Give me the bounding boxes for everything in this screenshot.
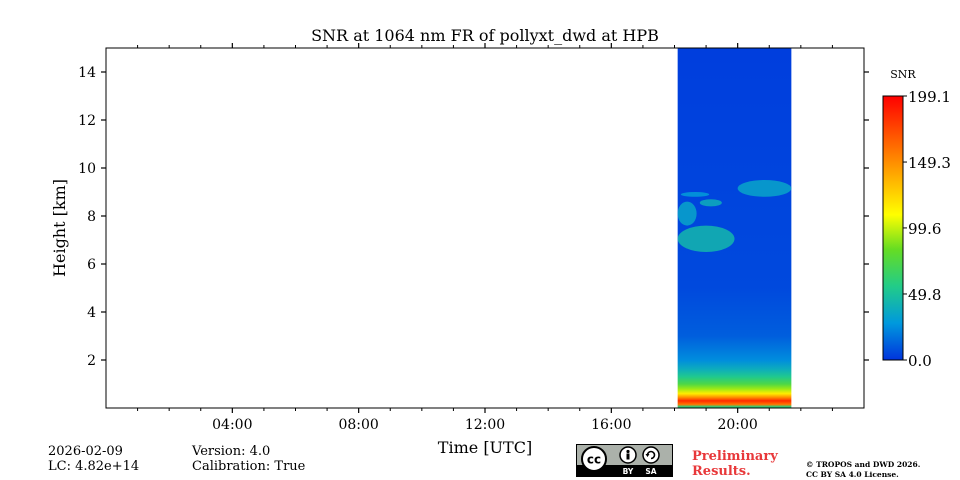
- preliminary-line1: Preliminary: [692, 449, 778, 464]
- colorbar: [882, 95, 904, 361]
- date-text: 2026-02-09: [48, 444, 123, 459]
- x-tick-label: 04:00: [212, 417, 252, 433]
- cloud-layer: [737, 180, 792, 197]
- copyright-line1: © TROPOS and DWD 2026.: [806, 460, 921, 469]
- x-tick-label: 16:00: [591, 417, 631, 433]
- version-text: Version: 4.0: [192, 444, 271, 459]
- share-alike-icon: [642, 446, 660, 464]
- y-tick-label: 4: [87, 305, 96, 321]
- cloud-layer: [677, 225, 735, 252]
- x-axis: 04:00 08:00 12:00 16:00 20:00: [137, 43, 833, 433]
- colorbar-tick-label: 99.6: [908, 220, 941, 238]
- y-tick-label: 8: [87, 209, 96, 225]
- cc-icon: [581, 446, 607, 472]
- lidar-constant-text: LC: 4.82e+14: [48, 459, 140, 474]
- preliminary-line2: Results.: [692, 464, 751, 479]
- copyright-line2: CC BY SA 4.0 License.: [806, 470, 899, 479]
- chart-title: SNR at 1064 nm FR of pollyxt_dwd at HPB: [311, 26, 659, 45]
- x-tick-label: 12:00: [465, 417, 505, 433]
- cc-icon-text: cc: [587, 453, 601, 467]
- colorbar-tick-label: 149.3: [908, 154, 951, 172]
- calibration-text: Calibration: True: [192, 459, 306, 474]
- colorbar-tick-label: 199.1: [908, 88, 951, 106]
- y-tick-label: 10: [78, 161, 96, 177]
- y-tick-label: 12: [78, 113, 96, 129]
- y-tick-label: 6: [87, 257, 96, 273]
- y-tick-label: 2: [87, 353, 96, 369]
- x-tick-label: 20:00: [717, 417, 757, 433]
- by-label: BY: [623, 467, 634, 476]
- cc-license-badge: cc BY SA: [576, 444, 673, 477]
- x-tick-label: 08:00: [338, 417, 378, 433]
- cloud-layer: [699, 199, 722, 207]
- colorbar-label: SNR: [890, 68, 916, 81]
- y-axis: 2 4 6 8 10 12 14: [78, 65, 869, 369]
- cloud-layer: [680, 192, 710, 197]
- y-axis-label: Height [km]: [50, 179, 69, 277]
- y-tick-label: 14: [78, 65, 96, 81]
- cloud-layer: [677, 201, 697, 226]
- colorbar-tick-label: 49.8: [908, 286, 941, 304]
- colorbar-tick-label: 0.0: [908, 352, 932, 370]
- colorbar-ticks: 0.0 49.8 99.6 149.3 199.1: [903, 88, 951, 370]
- snr-heatmap: [677, 48, 792, 408]
- x-axis-label: Time [UTC]: [438, 438, 532, 457]
- sa-label: SA: [645, 467, 656, 476]
